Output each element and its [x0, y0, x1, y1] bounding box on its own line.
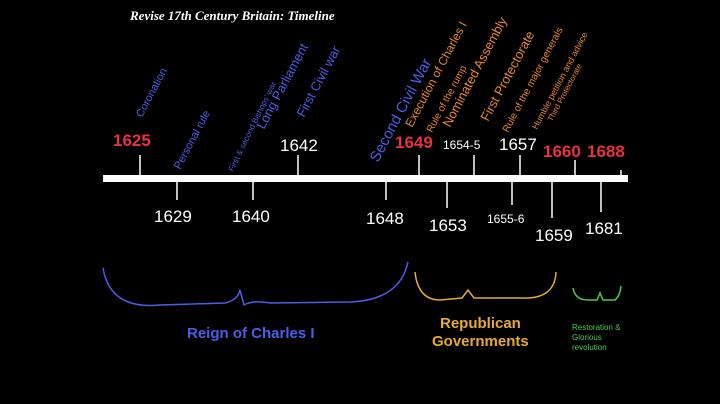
ticks: [139, 155, 622, 218]
event: Personal rule: [172, 109, 213, 172]
year: 1688: [587, 142, 625, 161]
year: 1648: [366, 209, 404, 228]
year: 1659: [535, 226, 573, 245]
timeline-axis: [103, 175, 628, 182]
year: 1655-6: [487, 212, 525, 226]
period-label: revolution: [572, 343, 607, 352]
period-label: Governments: [432, 333, 529, 350]
brace: [572, 285, 622, 301]
period-label: Glorious: [572, 333, 602, 342]
year: 1649: [395, 133, 433, 152]
period-label: Restoration &: [572, 323, 621, 332]
brace: [102, 261, 409, 307]
year: 1629: [154, 207, 192, 226]
period-label: Reign of Charles I: [187, 325, 315, 342]
year: 1653: [429, 216, 467, 235]
event: Coronation: [134, 66, 170, 119]
year: 1681: [585, 219, 623, 238]
year: 1654-5: [443, 138, 481, 152]
year: 1642: [280, 136, 318, 155]
year: 1660: [543, 142, 581, 161]
year: 1625: [113, 131, 151, 150]
year: 1640: [232, 207, 270, 226]
period-label: Republican: [440, 315, 521, 332]
year: 1657: [499, 135, 537, 154]
title: Revise 17th Century Britain: Timeline: [129, 8, 335, 23]
brace: [414, 271, 557, 301]
